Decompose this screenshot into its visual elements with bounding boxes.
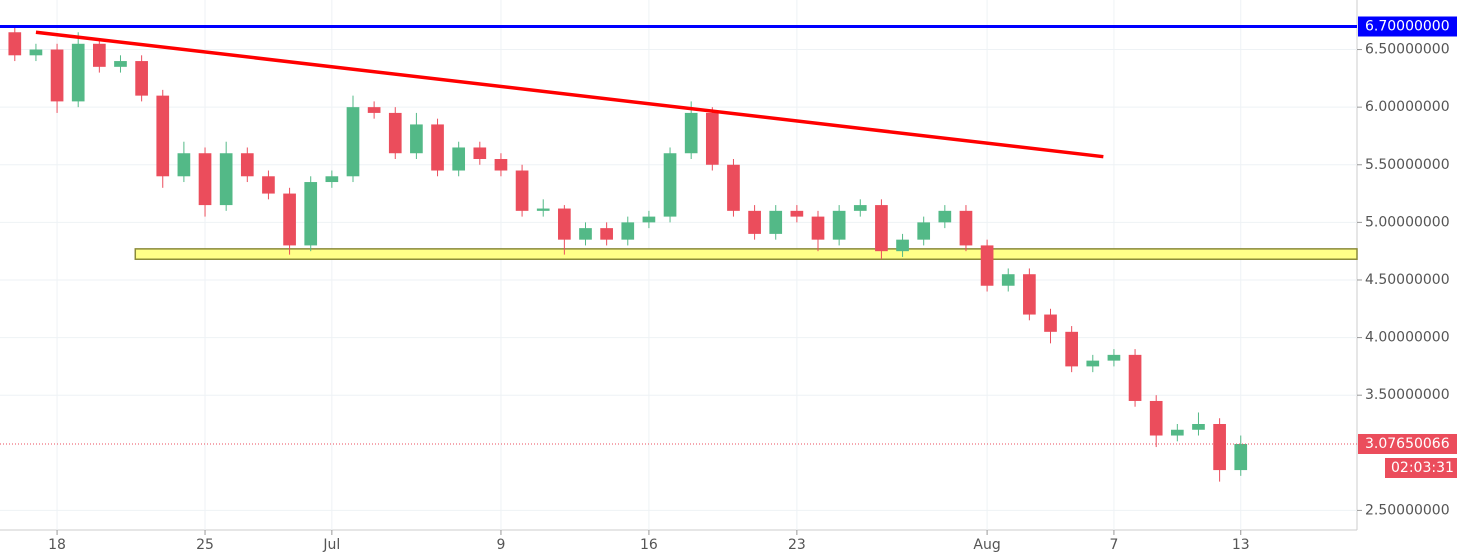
candle-body bbox=[959, 210, 973, 246]
candle-body bbox=[473, 147, 487, 159]
y-tick-label: 5.50000000 bbox=[1365, 157, 1450, 173]
candle-body bbox=[1023, 274, 1036, 315]
y-tick-label: 3.50000000 bbox=[1365, 387, 1450, 403]
candle-body bbox=[917, 222, 931, 240]
resistance-label: 6.70000000 bbox=[1365, 19, 1450, 35]
candle-body bbox=[240, 153, 254, 177]
y-tick-label: 5.00000000 bbox=[1365, 214, 1450, 230]
candle-body bbox=[93, 43, 106, 67]
candle-body bbox=[579, 228, 592, 240]
y-tick-label: 4.50000000 bbox=[1365, 272, 1450, 288]
candle-body bbox=[1213, 424, 1226, 471]
last-price-box bbox=[1358, 433, 1457, 454]
candle-body bbox=[388, 112, 402, 154]
candle-body bbox=[50, 49, 64, 102]
candle-body bbox=[452, 147, 466, 171]
candle-body bbox=[558, 208, 571, 240]
candle-body bbox=[600, 228, 613, 240]
candle-body bbox=[135, 61, 148, 96]
candle-body bbox=[325, 176, 339, 183]
candle-body bbox=[811, 216, 825, 240]
candle-body bbox=[8, 32, 22, 56]
candle-body bbox=[748, 210, 761, 234]
candle-body bbox=[1086, 360, 1100, 367]
resistance-label-box bbox=[1358, 16, 1457, 37]
candle-body bbox=[515, 170, 529, 211]
x-tick-label: 13 bbox=[1232, 537, 1250, 553]
candle-body bbox=[938, 210, 952, 223]
x-tick-label: Jul bbox=[322, 537, 340, 553]
trendline bbox=[35, 30, 1104, 159]
x-tick-label: 9 bbox=[496, 537, 505, 553]
candle-body bbox=[346, 107, 360, 177]
x-tick-label: 25 bbox=[196, 537, 214, 553]
x-tick-label: 7 bbox=[1109, 537, 1118, 553]
candle-body bbox=[304, 182, 318, 246]
candle-body bbox=[1107, 354, 1121, 361]
candle-body bbox=[431, 124, 444, 171]
candle-body bbox=[156, 95, 170, 177]
candle-body bbox=[1234, 443, 1248, 471]
last-price-label: 3.07650066 bbox=[1365, 436, 1450, 452]
candle-body bbox=[29, 49, 43, 56]
x-tick-label: 16 bbox=[640, 537, 658, 553]
candle-body bbox=[1128, 354, 1142, 401]
candle-body bbox=[1065, 331, 1078, 367]
candle-body bbox=[705, 112, 719, 165]
x-tick-label: 18 bbox=[48, 537, 66, 553]
candle-body bbox=[832, 210, 846, 240]
y-tick-label: 6.00000000 bbox=[1365, 99, 1450, 115]
candle-body bbox=[790, 210, 804, 217]
candle-body bbox=[1170, 429, 1184, 436]
x-tick-label: 23 bbox=[788, 537, 806, 553]
candle-body bbox=[114, 61, 127, 67]
candle-body bbox=[1001, 274, 1015, 286]
candle-body bbox=[283, 193, 296, 246]
candle-body bbox=[219, 153, 233, 206]
candle-body bbox=[367, 107, 381, 113]
candle-body bbox=[769, 210, 783, 234]
x-tick-label: Aug bbox=[973, 537, 1000, 553]
candle-body bbox=[896, 239, 909, 252]
candle-body bbox=[642, 216, 656, 223]
candle-body bbox=[177, 153, 191, 177]
candle-body bbox=[494, 159, 508, 171]
countdown-box bbox=[1385, 457, 1457, 478]
candle-body bbox=[1192, 424, 1205, 430]
candle-body bbox=[875, 205, 888, 252]
y-tick-label: 2.50000000 bbox=[1365, 502, 1450, 518]
candle-body bbox=[853, 205, 867, 211]
y-tick-label: 6.50000000 bbox=[1365, 42, 1450, 58]
candle-body bbox=[684, 112, 698, 154]
candle-body bbox=[621, 222, 635, 240]
candle-body bbox=[1044, 314, 1057, 332]
candle-body bbox=[198, 153, 212, 206]
candle-body bbox=[663, 153, 677, 217]
candle-body bbox=[410, 124, 423, 154]
candle-body bbox=[536, 208, 550, 211]
candle-body bbox=[727, 164, 740, 211]
candle-body bbox=[1149, 400, 1163, 436]
candle-body bbox=[71, 43, 85, 102]
y-tick-label: 4.00000000 bbox=[1365, 330, 1450, 346]
support-zone bbox=[134, 248, 1358, 260]
countdown-label: 02:03:31 bbox=[1391, 460, 1454, 476]
candle-body bbox=[980, 245, 994, 286]
candle-body bbox=[262, 176, 275, 194]
